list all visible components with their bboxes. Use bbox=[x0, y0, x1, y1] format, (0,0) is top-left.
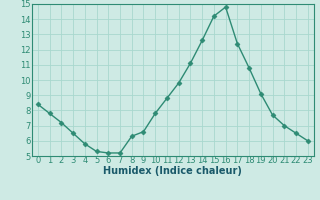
X-axis label: Humidex (Indice chaleur): Humidex (Indice chaleur) bbox=[103, 166, 242, 176]
